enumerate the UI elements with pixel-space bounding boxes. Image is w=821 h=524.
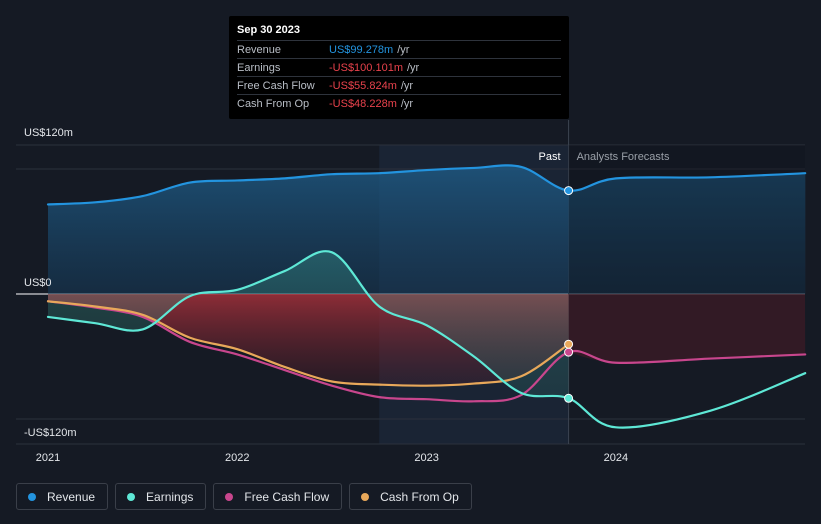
tooltip-unit: /yr <box>400 79 414 92</box>
tooltip-row-revenue: Revenue US$99.278m /yr <box>237 40 561 58</box>
legend-dot-icon <box>127 492 136 501</box>
line-layer <box>46 164 807 429</box>
legend-label: Cash From Op <box>380 489 459 504</box>
tooltip-label: Earnings <box>237 61 281 74</box>
tooltip-date: Sep 30 2023 <box>237 24 300 36</box>
legend-item-earnings[interactable]: Earnings <box>115 483 207 510</box>
tooltip-row-earnings: Earnings -US$100.101m /yr <box>237 58 561 76</box>
series-line-free-cash-flow <box>46 300 807 403</box>
series-line-cash-from-op <box>46 300 570 387</box>
legend-label: Free Cash Flow <box>244 489 330 504</box>
x-tick-label: 2022 <box>225 452 249 464</box>
x-tick-label: 2023 <box>414 452 438 464</box>
tooltip-value: -US$48.228m <box>329 97 397 110</box>
revenue-area <box>48 165 806 294</box>
series-line-revenue <box>46 164 807 206</box>
tooltip-row-free-cash-flow: Free Cash Flow -US$55.824m /yr <box>237 76 561 94</box>
forecast-label: Analysts Forecasts <box>577 151 670 163</box>
past-label: Past <box>539 151 561 163</box>
tooltip-unit: /yr <box>397 43 410 56</box>
x-tick-label: 2024 <box>604 452 628 464</box>
chart-legend: Revenue Earnings Free Cash Flow Cash Fro… <box>16 483 472 510</box>
tooltip-value: US$99.278m <box>329 43 394 56</box>
tooltip-label: Free Cash Flow <box>237 79 315 92</box>
legend-item-revenue[interactable]: Revenue <box>16 483 109 510</box>
data-point-marker <box>564 339 574 349</box>
tooltip-unit: /yr <box>400 97 414 110</box>
data-point-marker <box>564 186 574 196</box>
tooltip-unit: /yr <box>407 61 420 74</box>
tooltip-row-cash-from-op: Cash From Op -US$48.228m /yr <box>237 94 561 112</box>
data-point-marker <box>564 393 574 403</box>
forecast-shade <box>568 145 805 294</box>
data-point-marker <box>564 347 574 357</box>
tooltip-label: Revenue <box>237 43 282 56</box>
legend-dot-icon <box>225 492 234 501</box>
legend-label: Revenue <box>47 489 96 504</box>
tooltip-label: Cash From Op <box>237 97 310 110</box>
y-tick-label: US$120m <box>24 127 73 139</box>
x-tick-label: 2021 <box>36 452 60 464</box>
tooltip-value: -US$100.101m <box>329 61 403 74</box>
legend-label: Earnings <box>146 489 194 504</box>
label-layer: US$120m US$0 -US$120m 2021 2022 2023 2024 Past A… <box>24 127 670 464</box>
forecast-loss-area <box>568 294 806 363</box>
y-tick-label: -US$120m <box>24 427 77 439</box>
legend-item-cash-from-op[interactable]: Cash From Op <box>349 483 472 510</box>
data-tooltip: Sep 30 2023 Revenue US$99.278m /yr Earni… <box>229 16 569 119</box>
legend-item-free-cash-flow[interactable]: Free Cash Flow <box>213 483 343 510</box>
tooltip-value: -US$55.824m <box>329 79 397 92</box>
series-line-earnings <box>46 250 807 429</box>
area-layer <box>48 145 806 399</box>
legend-dot-icon <box>28 492 36 501</box>
marker-layer <box>564 186 574 403</box>
y-tick-label: US$0 <box>24 277 52 289</box>
legend-dot-icon <box>361 492 370 501</box>
